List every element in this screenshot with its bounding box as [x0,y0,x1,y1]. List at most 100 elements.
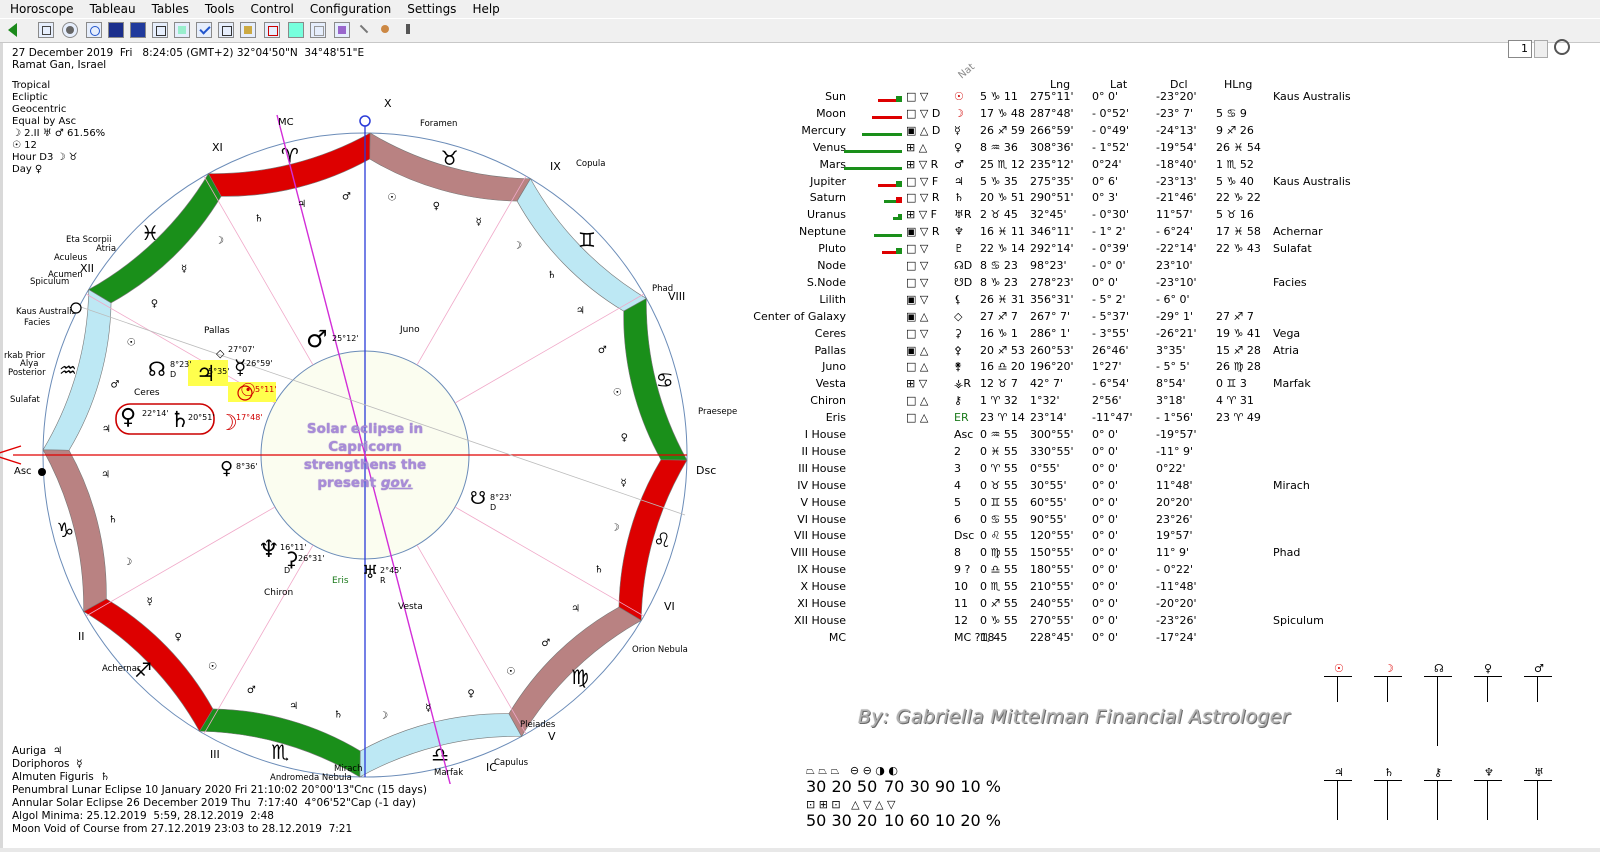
house-cusp-line [203,175,314,366]
row-symbol: 12 [954,613,968,627]
dispositor-root: ♃ [1334,766,1344,779]
row-latitude: - 6°54' [1092,377,1129,391]
row-symbol: 4 [954,478,961,492]
header-lng: Lng [1050,78,1071,91]
menu-control[interactable]: Control [250,2,294,16]
row-latitude: 0° 0' [1092,529,1119,543]
grid-icon[interactable] [38,22,54,38]
decan-ruler-glyph: ☽ [513,240,522,251]
row-helio-longitude: 26 ♍ 28 [1216,360,1261,374]
fixed-star-label: Atria [96,244,116,254]
row-declination: -24°13' [1156,123,1197,137]
decan-ruler-glyph: ♀ [151,298,158,309]
row-fixed-star: Sulafat [1273,242,1312,256]
teal-square-icon[interactable] [288,22,304,38]
spiral-chart-icon[interactable] [86,22,102,38]
table-row: Moon □ ▽ D ☽ 17 ♑ 48 287°48' - 0°52' -23° 7' 5 … [740,105,1600,122]
wheel-lines [0,114,687,784]
dispositor-branch [1474,676,1502,677]
sign-glyph: ♉ [441,146,459,170]
settings-gear-icon[interactable] [1554,39,1570,55]
row-longitude-deg: 235°12' [1030,157,1074,171]
almuten-line: Almuten Figuris ♄ [12,771,110,783]
zodiac-line: Tropical [12,80,51,91]
table-icon[interactable] [152,22,168,38]
menu-help[interactable]: Help [472,2,500,16]
menu-horoscope[interactable]: Horoscope [10,2,74,16]
decan-divider [485,671,498,693]
runner-icon[interactable] [400,22,416,38]
chart-icon[interactable] [240,22,256,38]
dispositor-root: ♅ [1534,766,1544,779]
red-square-icon[interactable] [264,22,280,38]
row-symbol: ☿ [954,123,961,137]
row-longitude-deg: 150°55' [1030,546,1074,560]
row-name: I House [804,428,846,441]
strength-bar [872,115,902,119]
row-longitude-deg: 270°55' [1030,613,1074,627]
decan-divider [577,582,599,596]
menu-tableau[interactable]: Tableau [89,2,136,16]
row-declination: 19°57' [1156,529,1193,543]
stats-row1-b: 70 30 90 10 % [884,777,1001,796]
row-latitude: 2°56' [1092,394,1122,408]
left-edge [0,43,3,852]
menu-tables[interactable]: Tables [151,2,189,16]
menu-configuration[interactable]: Configuration [309,2,392,16]
row-aspect: □ ▽ [906,259,929,272]
window-icon[interactable] [218,22,234,38]
row-longitude-deg: 290°51' [1030,191,1074,205]
dispositor-stem [1537,676,1538,702]
planet-glyph: ☿ [234,355,246,379]
table-row: Juno □ △ ⚵ 16 ♎ 20 196°20' 1°27' - 5° 5' 26 ♍ 2… [740,358,1600,375]
decan-divider [97,402,122,409]
menu-settings[interactable]: Settings [407,2,457,16]
row-aspect: □ ▽ F [906,174,939,188]
motion-marker: D [490,503,496,512]
row-fixed-star: Atria [1273,343,1299,357]
row-declination: -22°14' [1156,242,1197,256]
row-declination: -19°54' [1156,140,1197,154]
chart-number-input[interactable]: 1 [1508,40,1532,58]
aspect-grid-icon[interactable] [174,22,190,38]
row-symbol: ⚸ [954,292,963,306]
decan-ruler-glyph: ☽ [123,557,132,568]
dark-map-icon[interactable] [130,22,146,38]
dispositor-root: ♂ [1534,662,1544,675]
row-name: Pluto [818,242,846,256]
decan-divider [312,698,319,723]
planet-glyph: ♀ [220,458,233,479]
bottom-edge [0,848,1600,852]
fixed-star-label: Achernar [102,664,141,674]
fixed-star-label: Praesepe [698,407,737,417]
table-row: IV House 4 0 ♉ 55 30°55' 0° 0' 11°48' Mirach [740,477,1600,494]
strength-bar [844,149,902,153]
chart-number-stepper[interactable] [1534,40,1548,58]
menu-tools[interactable]: Tools [204,2,235,16]
row-name: III House [798,461,846,475]
check-icon[interactable] [196,22,212,38]
table-row: II House 2 0 ♓ 55 330°55' 0° 0' -11° 9' [740,443,1600,460]
planet-glyph: ⚳ [284,547,299,571]
house-label: VIII [668,290,685,303]
row-longitude-deg: 267° 7' [1030,309,1071,323]
globe-icon[interactable] [62,22,78,38]
back-arrow-icon[interactable] [8,23,17,37]
decan-ruler-glyph: ☿ [476,217,482,228]
fixed-star-label: rkab Prior [4,351,46,361]
tools-icon[interactable] [356,22,372,38]
doc-icon[interactable] [310,22,326,38]
row-symbol: Dsc [954,529,975,543]
row-latitude: 0°24' [1092,157,1122,171]
person-icon[interactable] [378,22,394,38]
row-symbol: 8 [954,546,961,560]
pattern-icon[interactable] [334,22,350,38]
row-fixed-star: Mirach [1273,478,1310,492]
table-row: Center of Galaxy ▣ △ ◇ 27 ♐ 7 267° 7' - 5°37'… [740,308,1600,325]
decan-divider [581,322,603,335]
star-map-icon[interactable] [108,22,124,38]
strength-bar [896,180,902,187]
row-name: Juno [822,360,846,374]
